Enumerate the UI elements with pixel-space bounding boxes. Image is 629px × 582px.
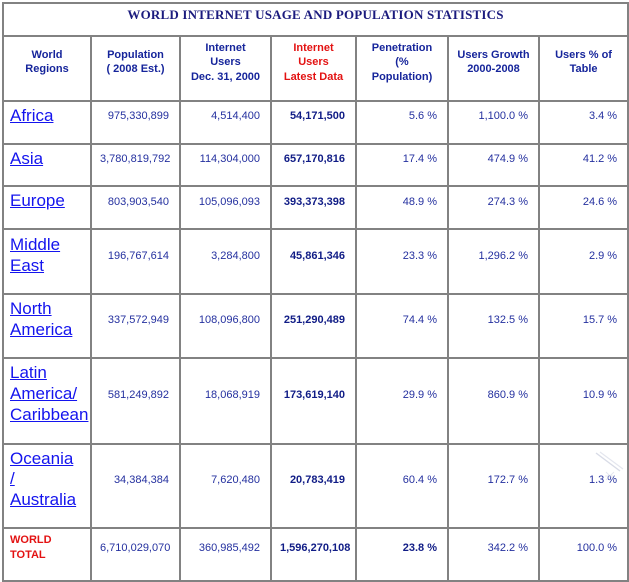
cell-population-north-america: 337,572,949 xyxy=(90,293,181,359)
cell-users-latest-africa: 54,171,500 xyxy=(270,99,357,145)
cell-growth-africa: 1,100.0 % xyxy=(447,99,540,145)
cell-users-latest-oceania-australia: 20,783,419 xyxy=(270,442,357,529)
title-row: WORLD INTERNET USAGE AND POPULATION STAT… xyxy=(1,2,629,37)
cell-users-2000-europe: 105,096,093 xyxy=(179,185,272,231)
region-link-europe[interactable]: Europe xyxy=(10,191,65,211)
cell-users-pct-africa: 3.4 % xyxy=(537,99,629,145)
cell-growth-latin-america-caribbean: 860.9 % xyxy=(447,356,540,445)
cell-population-africa: 975,330,899 xyxy=(90,99,181,145)
cell-penetration-europe: 48.9 % xyxy=(355,185,449,231)
region-link-oceania-australia[interactable]: Oceania / Australia xyxy=(10,448,77,510)
table-row-africa: Africa 975,330,899 4,514,400 54,171,500 5.6 … xyxy=(2,99,629,145)
cell-users-2000-north-america: 108,096,800 xyxy=(179,293,272,359)
table-row-latin-america-caribbean: Latin America/ Caribbean 581,249,892 18,06… xyxy=(2,356,629,445)
cell-population-world-total: 6,710,029,070 xyxy=(90,526,181,582)
table-row-north-america: North America 337,572,949 108,096,800 251,2… xyxy=(2,293,629,359)
cell-users-latest-europe: 393,373,398 xyxy=(270,185,357,231)
column-header-3: Internet Users Latest Data xyxy=(270,35,357,102)
column-header-4: Penetration (% Population) xyxy=(355,35,449,102)
region-link-middle-east[interactable]: Middle East xyxy=(10,234,61,275)
cell-users-pct-north-america: 15.7 % xyxy=(537,293,629,359)
cell-users-2000-latin-america-caribbean: 18,068,919 xyxy=(179,356,272,445)
cell-penetration-middle-east: 23.3 % xyxy=(355,228,449,296)
cell-users-latest-north-america: 251,290,489 xyxy=(270,293,357,359)
cell-region-world-total: WORLD TOTAL xyxy=(2,526,92,582)
region-link-asia[interactable]: Asia xyxy=(10,148,44,168)
cell-population-latin-america-caribbean: 581,249,892 xyxy=(90,356,181,445)
column-header-0: World Regions xyxy=(2,35,92,102)
cell-population-europe: 803,903,540 xyxy=(90,185,181,231)
region-link-africa[interactable]: Africa xyxy=(10,105,54,125)
region-link-north-america[interactable]: North America xyxy=(10,299,73,339)
cell-users-pct-latin-america-caribbean: 10.9 % xyxy=(537,356,629,445)
cell-penetration-world-total: 23.8 % xyxy=(355,526,449,582)
cell-population-oceania-australia: 34,384,384 xyxy=(90,442,181,529)
cell-penetration-asia: 17.4 % xyxy=(355,142,449,188)
cell-growth-europe: 274.3 % xyxy=(447,185,540,231)
cell-region-latin-america-caribbean: Latin America/ Caribbean xyxy=(2,356,92,445)
region-link-latin-america-caribbean[interactable]: Latin America/ Caribbean xyxy=(10,363,89,424)
cell-region-middle-east: Middle East xyxy=(2,228,92,296)
cell-region-africa: Africa xyxy=(2,99,92,145)
table-row-asia: Asia 3,780,819,792 114,304,000 657,170,816 1… xyxy=(2,142,629,188)
cell-growth-middle-east: 1,296.2 % xyxy=(447,228,540,296)
cell-penetration-africa: 5.6 % xyxy=(355,99,449,145)
cell-users-pct-world-total: 100.0 % xyxy=(537,526,629,582)
cell-growth-north-america: 132.5 % xyxy=(447,293,540,359)
table-row-middle-east: Middle East 196,767,614 3,284,800 45,861,34… xyxy=(2,228,629,296)
column-header-1: Population ( 2008 Est.) xyxy=(90,35,181,102)
cell-region-asia: Asia xyxy=(2,142,92,188)
cell-region-europe: Europe xyxy=(2,185,92,231)
cell-users-latest-middle-east: 45,861,346 xyxy=(270,228,357,296)
cell-growth-world-total: 342.2 % xyxy=(447,526,540,582)
cell-users-latest-asia: 657,170,816 xyxy=(270,142,357,188)
cell-users-2000-oceania-australia: 7,620,480 xyxy=(179,442,272,529)
cell-region-north-america: North America xyxy=(2,293,92,359)
cell-users-2000-africa: 4,514,400 xyxy=(179,99,272,145)
cell-penetration-oceania-australia: 60.4 % xyxy=(355,442,449,529)
cell-population-asia: 3,780,819,792 xyxy=(90,142,181,188)
cell-users-latest-latin-america-caribbean: 173,619,140 xyxy=(270,356,357,445)
cell-penetration-latin-america-caribbean: 29.9 % xyxy=(355,356,449,445)
cell-region-oceania-australia: Oceania / Australia xyxy=(2,442,92,529)
cell-users-latest-world-total: 1,596,270,108 xyxy=(270,526,357,582)
column-header-2: Internet Users Dec. 31, 2000 xyxy=(179,35,272,102)
cell-growth-asia: 474.9 % xyxy=(447,142,540,188)
cell-users-pct-oceania-australia: 1.3 % xyxy=(537,442,629,529)
table-row-world-total: WORLD TOTAL 6,710,029,070 360,985,492 1,596… xyxy=(2,526,629,582)
cell-users-2000-middle-east: 3,284,800 xyxy=(179,228,272,296)
table-title: WORLD INTERNET USAGE AND POPULATION STAT… xyxy=(1,2,629,37)
cell-penetration-north-america: 74.4 % xyxy=(355,293,449,359)
cell-growth-oceania-australia: 172.7 % xyxy=(447,442,540,529)
cell-users-2000-asia: 114,304,000 xyxy=(179,142,272,188)
table-row-europe: Europe 803,903,540 105,096,093 393,373,398 4… xyxy=(2,185,629,231)
header-row: World Regions Population ( 2008 Est.) Inte… xyxy=(2,35,629,102)
column-header-5: Users Growth 2000-2008 xyxy=(447,35,540,102)
table-row-oceania-australia: Oceania / Australia 34,384,384 7,620,480 20… xyxy=(2,442,629,529)
column-header-6: Users % of Table xyxy=(537,35,629,102)
cell-users-2000-world-total: 360,985,492 xyxy=(179,526,272,582)
cell-users-pct-middle-east: 2.9 % xyxy=(537,228,629,296)
cell-population-middle-east: 196,767,614 xyxy=(90,228,181,296)
cell-users-pct-europe: 24.6 % xyxy=(537,185,629,231)
cell-users-pct-asia: 41.2 % xyxy=(537,142,629,188)
